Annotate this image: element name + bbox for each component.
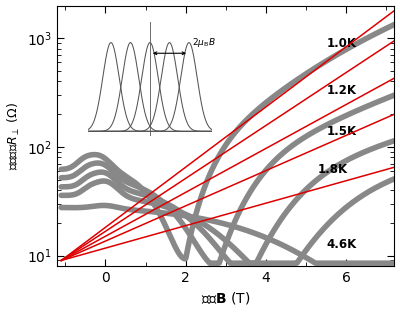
Text: 1.0K: 1.0K — [326, 37, 356, 50]
Text: 1.2K: 1.2K — [326, 84, 356, 97]
Text: 1.5K: 1.5K — [326, 125, 356, 138]
X-axis label: 磁場$\mathbf{B}$ (T): 磁場$\mathbf{B}$ (T) — [201, 290, 250, 306]
Text: 1.8K: 1.8K — [318, 163, 348, 176]
Y-axis label: 層間抵抗$R_{\perp}$ (Ω): 層間抵抗$R_{\perp}$ (Ω) — [6, 102, 22, 170]
Text: 4.6K: 4.6K — [326, 238, 356, 251]
